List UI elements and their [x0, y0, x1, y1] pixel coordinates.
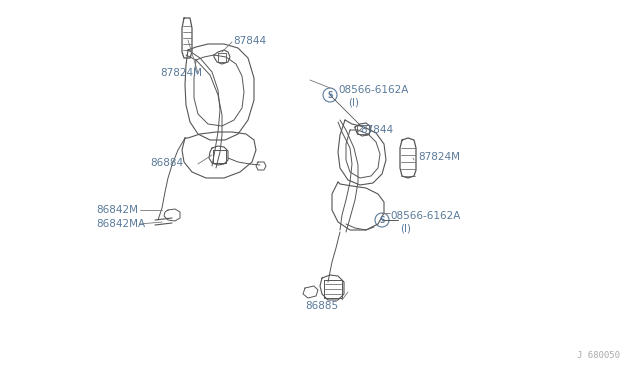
Text: 86885: 86885: [305, 301, 338, 311]
Text: 87844: 87844: [233, 36, 266, 46]
Text: 86884: 86884: [150, 158, 183, 168]
Text: (I): (I): [348, 97, 359, 107]
Text: 86842M: 86842M: [96, 205, 138, 215]
Text: 08566-6162A: 08566-6162A: [390, 211, 460, 221]
Text: 86842MA: 86842MA: [96, 219, 145, 229]
Text: 87844: 87844: [360, 125, 393, 135]
Text: 87824M: 87824M: [160, 68, 202, 78]
Text: J 680050: J 680050: [577, 351, 620, 360]
Text: (I): (I): [400, 223, 411, 233]
Text: 08566-6162A: 08566-6162A: [338, 85, 408, 95]
Text: S: S: [327, 90, 333, 99]
Text: 87824M: 87824M: [418, 152, 460, 162]
Text: S: S: [380, 215, 385, 224]
